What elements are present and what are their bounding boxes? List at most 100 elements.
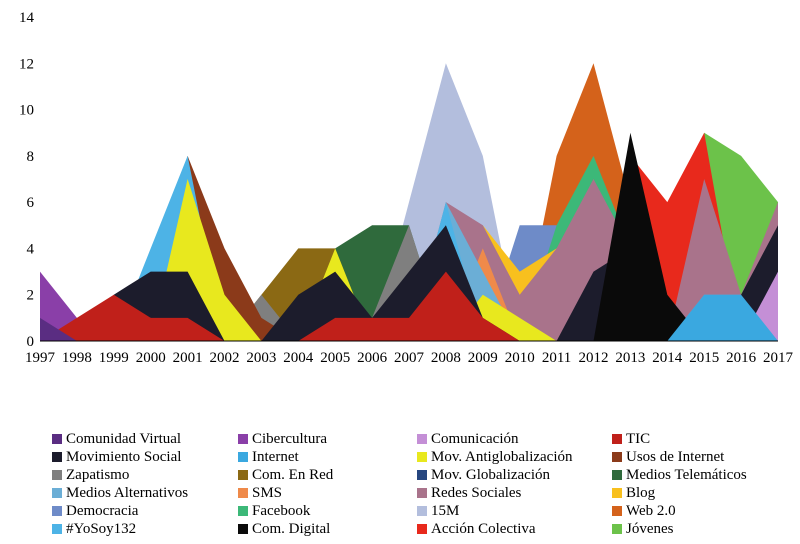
x-tick-label: 2012 — [579, 350, 609, 366]
x-tick-label: 2007 — [394, 350, 425, 366]
legend-label: Comunicación — [431, 430, 519, 447]
legend-label: 15M — [431, 502, 460, 519]
legend-item-web-2-0: Web 2.0 — [612, 502, 676, 520]
legend-item-internet: Internet — [238, 448, 299, 466]
x-tick-label: 2010 — [505, 350, 535, 366]
legend-swatch — [417, 470, 427, 480]
x-tick-label: 2016 — [726, 350, 757, 366]
legend-item-medios-alternativos: Medios Alternativos — [52, 484, 188, 502]
legend-item-movimiento-social: Movimiento Social — [52, 448, 181, 466]
x-axis-ticks: 1997 1998 1999 2000 2001 2002 2003 2004 2005 2006… — [25, 350, 794, 366]
legend-item-usos-de-internet: Usos de Internet — [612, 448, 724, 466]
legend-swatch — [52, 488, 62, 498]
legend-label: Mov. Globalización — [431, 466, 550, 483]
y-tick-label: 14 — [19, 10, 35, 26]
legend-swatch — [417, 434, 427, 444]
legend-item-blog: Blog — [612, 484, 655, 502]
x-tick-label: 2003 — [246, 350, 276, 366]
x-tick-label: 2005 — [320, 350, 350, 366]
x-tick-label: 2017 — [763, 350, 794, 366]
legend-item-com-digital: Com. Digital — [238, 520, 330, 538]
legend-item-mov-antiglobalizacion: Mov. Antiglobalización — [417, 448, 573, 466]
legend-item-redes-sociales: Redes Sociales — [417, 484, 521, 502]
x-tick-label: 2015 — [689, 350, 719, 366]
legend-label: Facebook — [252, 502, 311, 519]
legend-swatch — [612, 452, 622, 462]
legend-label: Movimiento Social — [66, 448, 182, 465]
legend-swatch — [52, 470, 62, 480]
y-tick-label: 0 — [27, 334, 35, 350]
legend-label: Com. En Red — [252, 466, 334, 483]
y-tick-label: 8 — [27, 149, 35, 165]
x-tick-label: 2008 — [431, 350, 461, 366]
legend-swatch — [417, 506, 427, 516]
legend-item-cibercultura: Cibercultura — [238, 430, 327, 448]
legend-item-mov-globalizacion: Mov. Globalización — [417, 466, 550, 484]
y-tick-label: 6 — [27, 195, 35, 211]
legend-swatch — [417, 452, 427, 462]
x-tick-label: 2009 — [468, 350, 498, 366]
legend-label: Blog — [626, 484, 656, 501]
legend-swatch — [612, 434, 622, 444]
legend-item-facebook: Facebook — [238, 502, 310, 520]
legend-swatch — [612, 470, 622, 480]
x-tick-label: 2011 — [542, 350, 571, 366]
legend-label: Redes Sociales — [431, 484, 522, 501]
legend-label: #YoSoy132 — [66, 520, 137, 537]
legend-item-sms: SMS — [238, 484, 282, 502]
legend-swatch — [417, 524, 427, 534]
x-tick-label: 2000 — [136, 350, 166, 366]
x-tick-label: 2006 — [357, 350, 388, 366]
y-tick-label: 12 — [19, 56, 34, 72]
legend-swatch — [52, 434, 62, 444]
legend-item-zapatismo: Zapatismo — [52, 466, 129, 484]
legend-item-democracia: Democracia — [52, 502, 138, 520]
legend-swatch — [612, 524, 622, 534]
x-tick-label: 2001 — [173, 350, 203, 366]
y-tick-label: 4 — [27, 241, 35, 257]
legend-item-jovenes: Jóvenes — [612, 520, 674, 538]
legend-swatch — [52, 506, 62, 516]
legend-label: Internet — [252, 448, 299, 465]
y-tick-label: 10 — [19, 103, 34, 119]
legend-item-medios-telematicos: Medios Telemáticos — [612, 466, 747, 484]
area-tic — [40, 271, 778, 341]
legend-label: SMS — [252, 484, 283, 501]
x-tick-label: 1997 — [25, 350, 56, 366]
legend-swatch — [612, 506, 622, 516]
legend-swatch — [238, 506, 248, 516]
legend-swatch — [238, 470, 248, 480]
x-tick-label: 2004 — [283, 350, 314, 366]
x-tick-label: 2002 — [210, 350, 240, 366]
legend-swatch — [417, 488, 427, 498]
legend-swatch — [238, 452, 248, 462]
legend-swatch — [52, 452, 62, 462]
legend-item-com-en-red: Com. En Red — [238, 466, 333, 484]
x-tick-label: 2014 — [652, 350, 683, 366]
area-com-digital — [40, 132, 778, 341]
area-movimiento-social — [40, 225, 778, 341]
legend-label: Zapatismo — [66, 466, 130, 483]
x-tick-label: 1999 — [99, 350, 129, 366]
legend-swatch — [238, 524, 248, 534]
legend-label: Medios Telemáticos — [626, 466, 747, 483]
x-tick-label: 2013 — [615, 350, 645, 366]
legend-item-15m: 15M — [417, 502, 459, 520]
legend-label: Medios Alternativos — [66, 484, 189, 501]
legend-label: Com. Digital — [252, 520, 331, 537]
area-mov-antiglobalizacion — [40, 179, 778, 341]
legend-item-tic: TIC — [612, 430, 650, 448]
legend-label: Democracia — [66, 502, 139, 519]
legend-label: Web 2.0 — [626, 502, 676, 519]
y-axis-ticks: 0 2 4 6 8 10 12 14 — [19, 10, 35, 350]
chart-areas — [40, 63, 778, 342]
legend-label: Mov. Antiglobalización — [431, 448, 573, 465]
legend-swatch — [612, 488, 622, 498]
legend-item-accion-colectiva: Acción Colectiva — [417, 520, 536, 538]
legend-item-comunicacion: Comunicación — [417, 430, 518, 448]
legend-swatch — [238, 434, 248, 444]
legend-label: Jóvenes — [626, 520, 674, 537]
area-internet — [40, 294, 778, 341]
legend-swatch — [238, 488, 248, 498]
legend-label: Cibercultura — [252, 430, 327, 447]
